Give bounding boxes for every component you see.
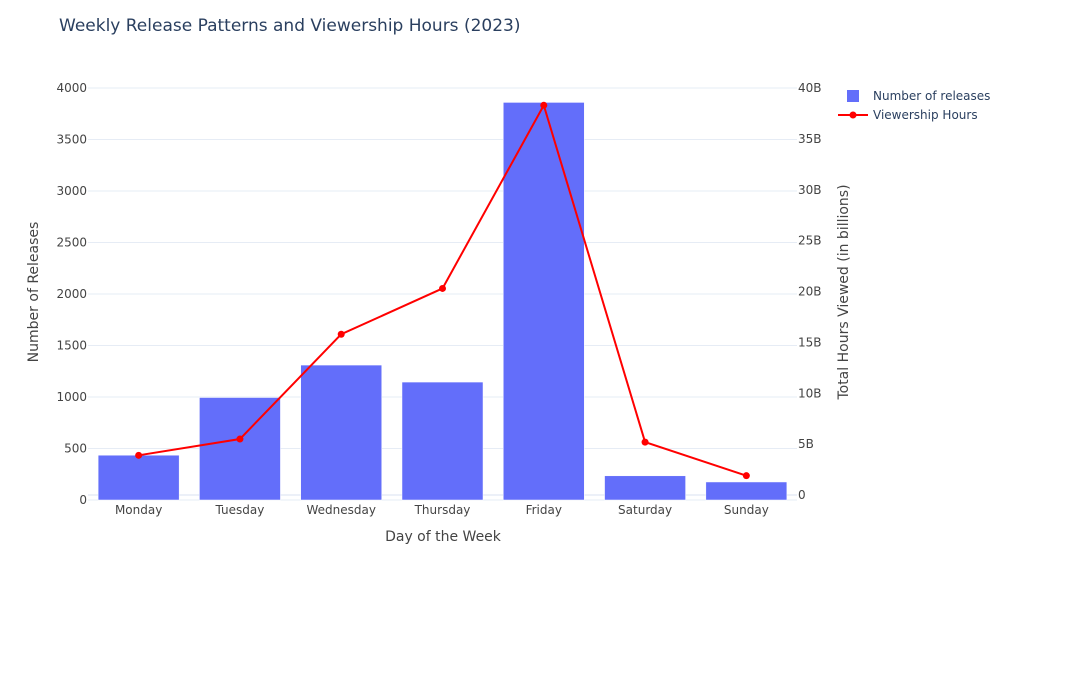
y2-tick-label: 40B <box>798 81 822 95</box>
bar-thursday[interactable] <box>401 381 484 501</box>
bar-monday[interactable] <box>97 454 180 501</box>
x-tick-label: Monday <box>115 503 162 517</box>
legend-marker-viewership <box>849 111 857 119</box>
y-tick-label: 4000 <box>56 81 87 95</box>
chart-title: Weekly Release Patterns and Viewership H… <box>59 16 520 36</box>
y-tick-label: 1000 <box>56 390 87 404</box>
viewership-point-monday[interactable] <box>135 451 143 459</box>
legend[interactable]: Number of releases Viewership Hours <box>838 89 990 122</box>
axis-layer: 0 500 1000 1500 2000 2500 3000 3500 4000 0 5B 10B 15… <box>56 81 821 517</box>
y-tick-label: 500 <box>64 442 87 456</box>
bar-layer <box>97 102 788 501</box>
bar-wednesday[interactable] <box>300 364 382 501</box>
legend-item-releases[interactable]: Number of releases <box>847 89 990 103</box>
viewership-point-tuesday[interactable] <box>236 435 244 443</box>
y2-axis-title: Total Hours Viewed (in billions) <box>836 184 852 400</box>
viewership-point-saturday[interactable] <box>641 438 649 446</box>
y2-tick-label: 0 <box>798 488 806 502</box>
legend-item-viewership[interactable]: Viewership Hours <box>838 108 978 122</box>
bar-friday[interactable] <box>503 102 585 501</box>
legend-label-viewership: Viewership Hours <box>873 108 978 122</box>
y-tick-label: 2000 <box>56 287 87 301</box>
line-layer <box>135 101 750 480</box>
bar-saturday[interactable] <box>604 475 686 501</box>
viewership-point-friday[interactable] <box>540 101 548 109</box>
x-tick-label: Tuesday <box>215 503 265 517</box>
x-tick-label: Wednesday <box>306 503 375 517</box>
x-tick-label: Thursday <box>414 503 471 517</box>
viewership-point-wednesday[interactable] <box>337 330 345 338</box>
y2-tick-label: 5B <box>798 437 814 451</box>
y-tick-label: 3000 <box>56 184 87 198</box>
y2-tick-label: 15B <box>798 335 822 349</box>
y2-tick-label: 25B <box>798 234 822 248</box>
bar-sunday[interactable] <box>705 481 788 501</box>
x-axis-title: Day of the Week <box>385 529 502 545</box>
y-tick-label: 2500 <box>56 236 87 250</box>
x-tick-label: Friday <box>526 503 562 517</box>
y2-tick-label: 10B <box>798 386 822 400</box>
viewership-point-sunday[interactable] <box>742 472 750 480</box>
y-tick-label: 0 <box>79 493 87 507</box>
y-axis-title: Number of Releases <box>26 222 42 363</box>
bar-tuesday[interactable] <box>199 397 281 501</box>
y2-tick-label: 20B <box>798 285 822 299</box>
y-tick-label: 3500 <box>56 133 87 147</box>
y2-tick-label: 30B <box>798 183 822 197</box>
x-tick-label: Sunday <box>724 503 769 517</box>
viewership-point-thursday[interactable] <box>439 284 446 292</box>
y-tick-label: 1500 <box>56 339 87 353</box>
x-tick-label: Saturday <box>618 503 672 517</box>
y2-tick-label: 35B <box>798 132 822 146</box>
legend-swatch-releases <box>847 90 859 102</box>
legend-label-releases: Number of releases <box>873 89 990 103</box>
